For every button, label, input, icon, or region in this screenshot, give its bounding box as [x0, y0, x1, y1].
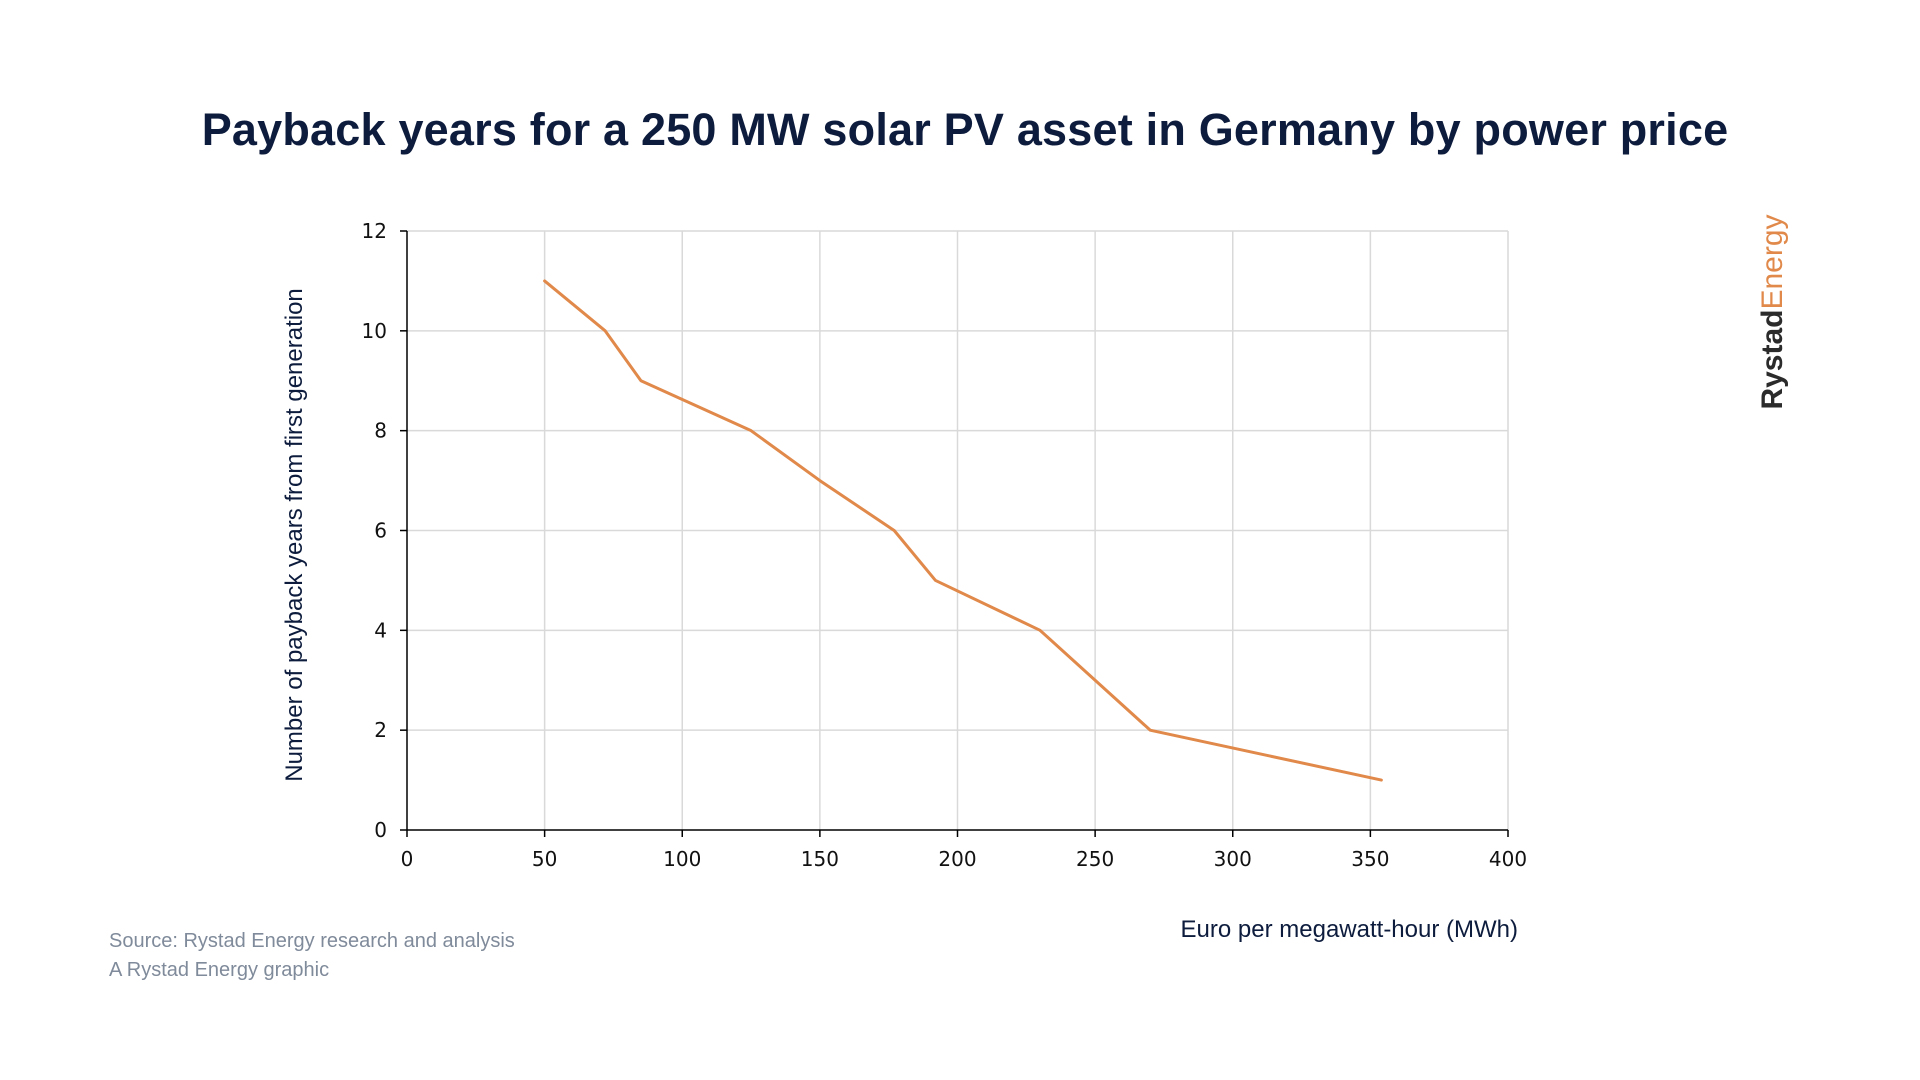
x-tick-label: 200 — [938, 847, 976, 871]
x-tick-label: 0 — [401, 847, 414, 871]
y-tick-label: 10 — [362, 319, 387, 343]
x-tick-label: 150 — [801, 847, 839, 871]
x-tick-label: 350 — [1351, 847, 1389, 871]
chart-title: Payback years for a 250 MW solar PV asse… — [201, 104, 1729, 155]
y-tick-label: 6 — [374, 519, 387, 543]
x-tick-label: 50 — [532, 847, 557, 871]
y-tick-label: 8 — [374, 419, 387, 443]
y-tick-label: 2 — [374, 718, 387, 742]
grid-lines — [407, 230, 1509, 830]
y-tick-label: 0 — [374, 818, 387, 842]
x-tick-label: 300 — [1214, 847, 1252, 871]
source-note: Source: Rystad Energy research and analy… — [109, 927, 515, 985]
source-line: Source: Rystad Energy research and analy… — [109, 930, 515, 952]
axes — [400, 230, 1509, 837]
rystad-energy-logo: RystadEnergy — [1756, 214, 1789, 410]
y-tick-label: 4 — [374, 618, 387, 642]
x-tick-label: 250 — [1076, 847, 1114, 871]
x-axis-title: Euro per megawatt-hour (MWh) — [1181, 916, 1518, 943]
y-axis-title: Number of payback years from first gener… — [281, 288, 308, 782]
credit-line: A Rystad Energy graphic — [109, 959, 330, 981]
data-series — [543, 279, 1383, 782]
y-tick-label: 12 — [362, 219, 387, 243]
x-tick-label: 100 — [663, 847, 701, 871]
tick-labels: 0 2 4 6 8 10 12 0 50 100 150 200 250 300 350 400 — [362, 219, 1528, 871]
x-tick-label: 400 — [1489, 847, 1527, 871]
